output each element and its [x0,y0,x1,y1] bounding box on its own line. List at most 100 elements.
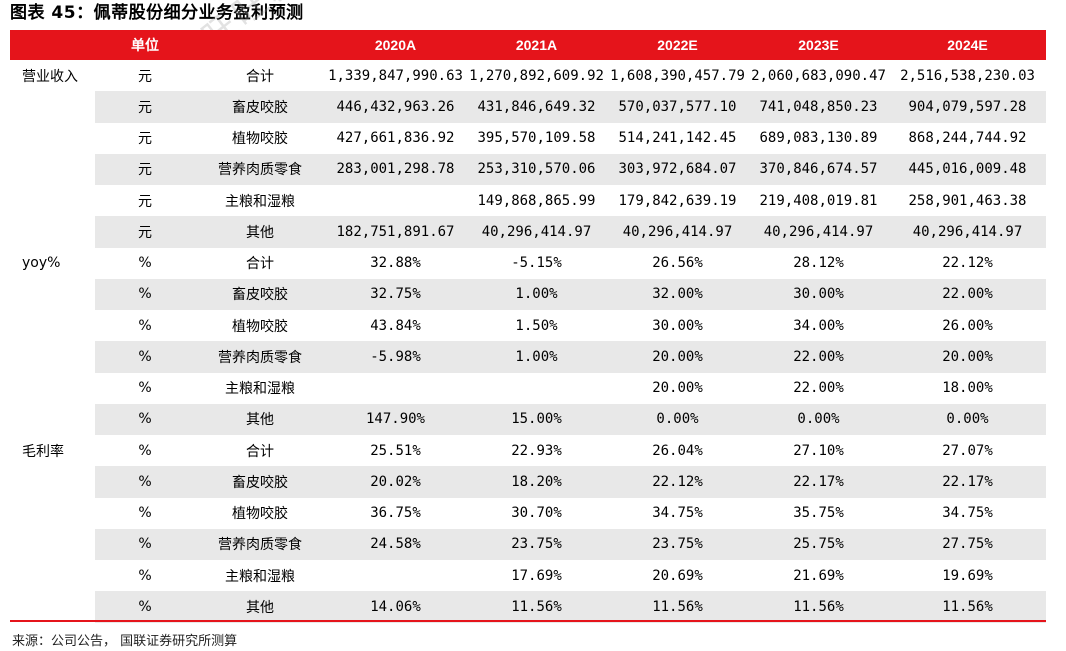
value-cell: -5.15% [511,255,562,272]
item-cell: 其他 [195,403,325,435]
group-label: yoy% [22,255,61,272]
unit-cell: % [95,403,195,435]
value-cell: 258,901,463.38 [908,192,1027,209]
group-label [10,591,95,622]
value-cell: 18.00% [942,380,993,397]
header-2021a: 2021A [466,30,607,60]
group-label [10,373,95,404]
value-cell: 27.75% [889,528,1046,560]
value-cell: 11.56% [607,591,748,623]
value-cell: 32.88% [370,255,421,272]
table-row: % 营养肉质零食 -5.98% 1.00% 20.00% 22.00% 20.00% [10,341,1046,373]
table-row: 元 主粮和湿粮 149,868,865.99 179,842,639.19 219,40… [10,185,1046,216]
value-cell: 15.00% [466,403,607,435]
value-cell: 20.00% [889,341,1046,373]
value-cell: 0.00% [889,403,1046,435]
item-cell: 畜皮咬胶 [195,91,325,123]
item-cell: 营养肉质零食 [195,153,325,185]
value-cell: 1,608,390,457.79 [610,67,745,84]
value-cell: 253,310,570.06 [466,153,607,185]
group-label [10,123,95,154]
unit-cell: 元 [138,193,152,210]
header-2022e: 2022E [607,30,748,60]
value-cell: 427,661,836.92 [336,130,455,147]
value-cell: 149,868,865.99 [477,192,596,209]
unit-cell: % [138,567,152,584]
value-cell [466,373,607,404]
value-cell: 34.75% [652,505,703,522]
table-row: 营业收入 元 合计 1,339,847,990.63 1,270,892,609.92 1… [10,60,1046,91]
value-cell [325,373,466,404]
value-cell: 43.84% [370,317,421,334]
table-row: % 植物咬胶 43.84% 1.50% 30.00% 34.00% 26.00% [10,310,1046,341]
value-cell: 514,241,142.45 [618,130,737,147]
value-cell: 1.00% [466,278,607,310]
unit-cell: % [95,278,195,310]
value-cell: 11.56% [889,591,1046,623]
value-cell: 22.17% [748,466,889,498]
value-cell: 2,060,683,090.47 [751,67,886,84]
value-cell: 21.69% [793,567,844,584]
value-cell: 22.17% [889,466,1046,498]
value-cell: 283,001,298.78 [325,153,466,185]
item-cell: 合计 [246,443,274,460]
table-row: % 畜皮咬胶 32.75% 1.00% 32.00% 30.00% 22.00% [10,278,1046,310]
value-cell: 34.00% [793,317,844,334]
value-cell: 370,846,674.57 [748,153,889,185]
item-cell: 主粮和湿粮 [225,193,295,210]
value-cell: 27.10% [793,442,844,459]
table-row: % 主粮和湿粮 20.00% 22.00% 18.00% [10,373,1046,404]
header-2020a: 2020A [325,30,466,60]
value-cell: 30.00% [748,278,889,310]
value-cell: 26.04% [652,442,703,459]
value-cell: 40,296,414.97 [607,216,748,248]
item-cell: 其他 [195,216,325,248]
group-label [10,216,95,247]
header-unit: 单位 [95,30,195,60]
value-cell: 40,296,414.97 [466,216,607,248]
value-cell: 25.75% [748,528,889,560]
value-cell: 25.51% [370,442,421,459]
value-cell: 24.58% [325,528,466,560]
table-body: 营业收入元合计 1,339,847,990.63 1,270,892,609.92 1… [10,60,1046,623]
item-cell: 植物咬胶 [232,506,288,523]
unit-cell: % [95,466,195,498]
unit-cell: % [138,505,152,522]
value-cell: 0.00% [607,403,748,435]
table-header-row: 单位 2020A 2021A 2022E 2023E 2024E [10,30,1046,60]
table-row: % 营养肉质零食 24.58% 23.75% 23.75% 25.75% 27.75% [10,528,1046,560]
value-cell: 446,432,963.26 [325,91,466,123]
table-row: 毛利率% 合计 25.51% 22.93% 26.04% 27.10% 27.07% [10,435,1046,466]
value-cell [325,185,466,216]
group-label [10,91,95,122]
value-cell: 23.75% [466,528,607,560]
value-cell: 20.00% [652,380,703,397]
unit-cell: 元 [138,131,152,148]
value-cell [325,560,466,591]
unit-cell: 元 [95,153,195,185]
bottom-rule [10,620,1046,622]
item-cell: 营养肉质零食 [195,341,325,373]
table-row: % 其他 147.90% 15.00% 0.00% 0.00% 0.00% [10,403,1046,435]
value-cell: 30.00% [652,317,703,334]
value-cell: 34.75% [942,505,993,522]
value-cell: 22.00% [793,380,844,397]
header-item [195,30,325,60]
value-cell: 395,570,109.58 [477,130,596,147]
item-cell: 其他 [195,591,325,623]
value-cell: 30.70% [511,505,562,522]
header-2023e: 2023E [748,30,889,60]
value-cell: 20.02% [325,466,466,498]
value-cell: 18.20% [466,466,607,498]
value-cell: 22.12% [607,466,748,498]
table-row: 元营养肉质零食 283,001,298.78 253,310,570.06 303,9… [10,153,1046,185]
value-cell: 11.56% [748,591,889,623]
value-cell: 23.75% [607,528,748,560]
item-cell: 营养肉质零食 [195,528,325,560]
value-cell: 741,048,850.23 [748,91,889,123]
group-label [10,341,95,372]
group-label: 营业收入 [22,68,78,85]
header-group [10,30,95,60]
value-cell: -5.98% [325,341,466,373]
page-title: 图表 45：佩蒂股份细分业务盈利预测 [10,3,304,23]
